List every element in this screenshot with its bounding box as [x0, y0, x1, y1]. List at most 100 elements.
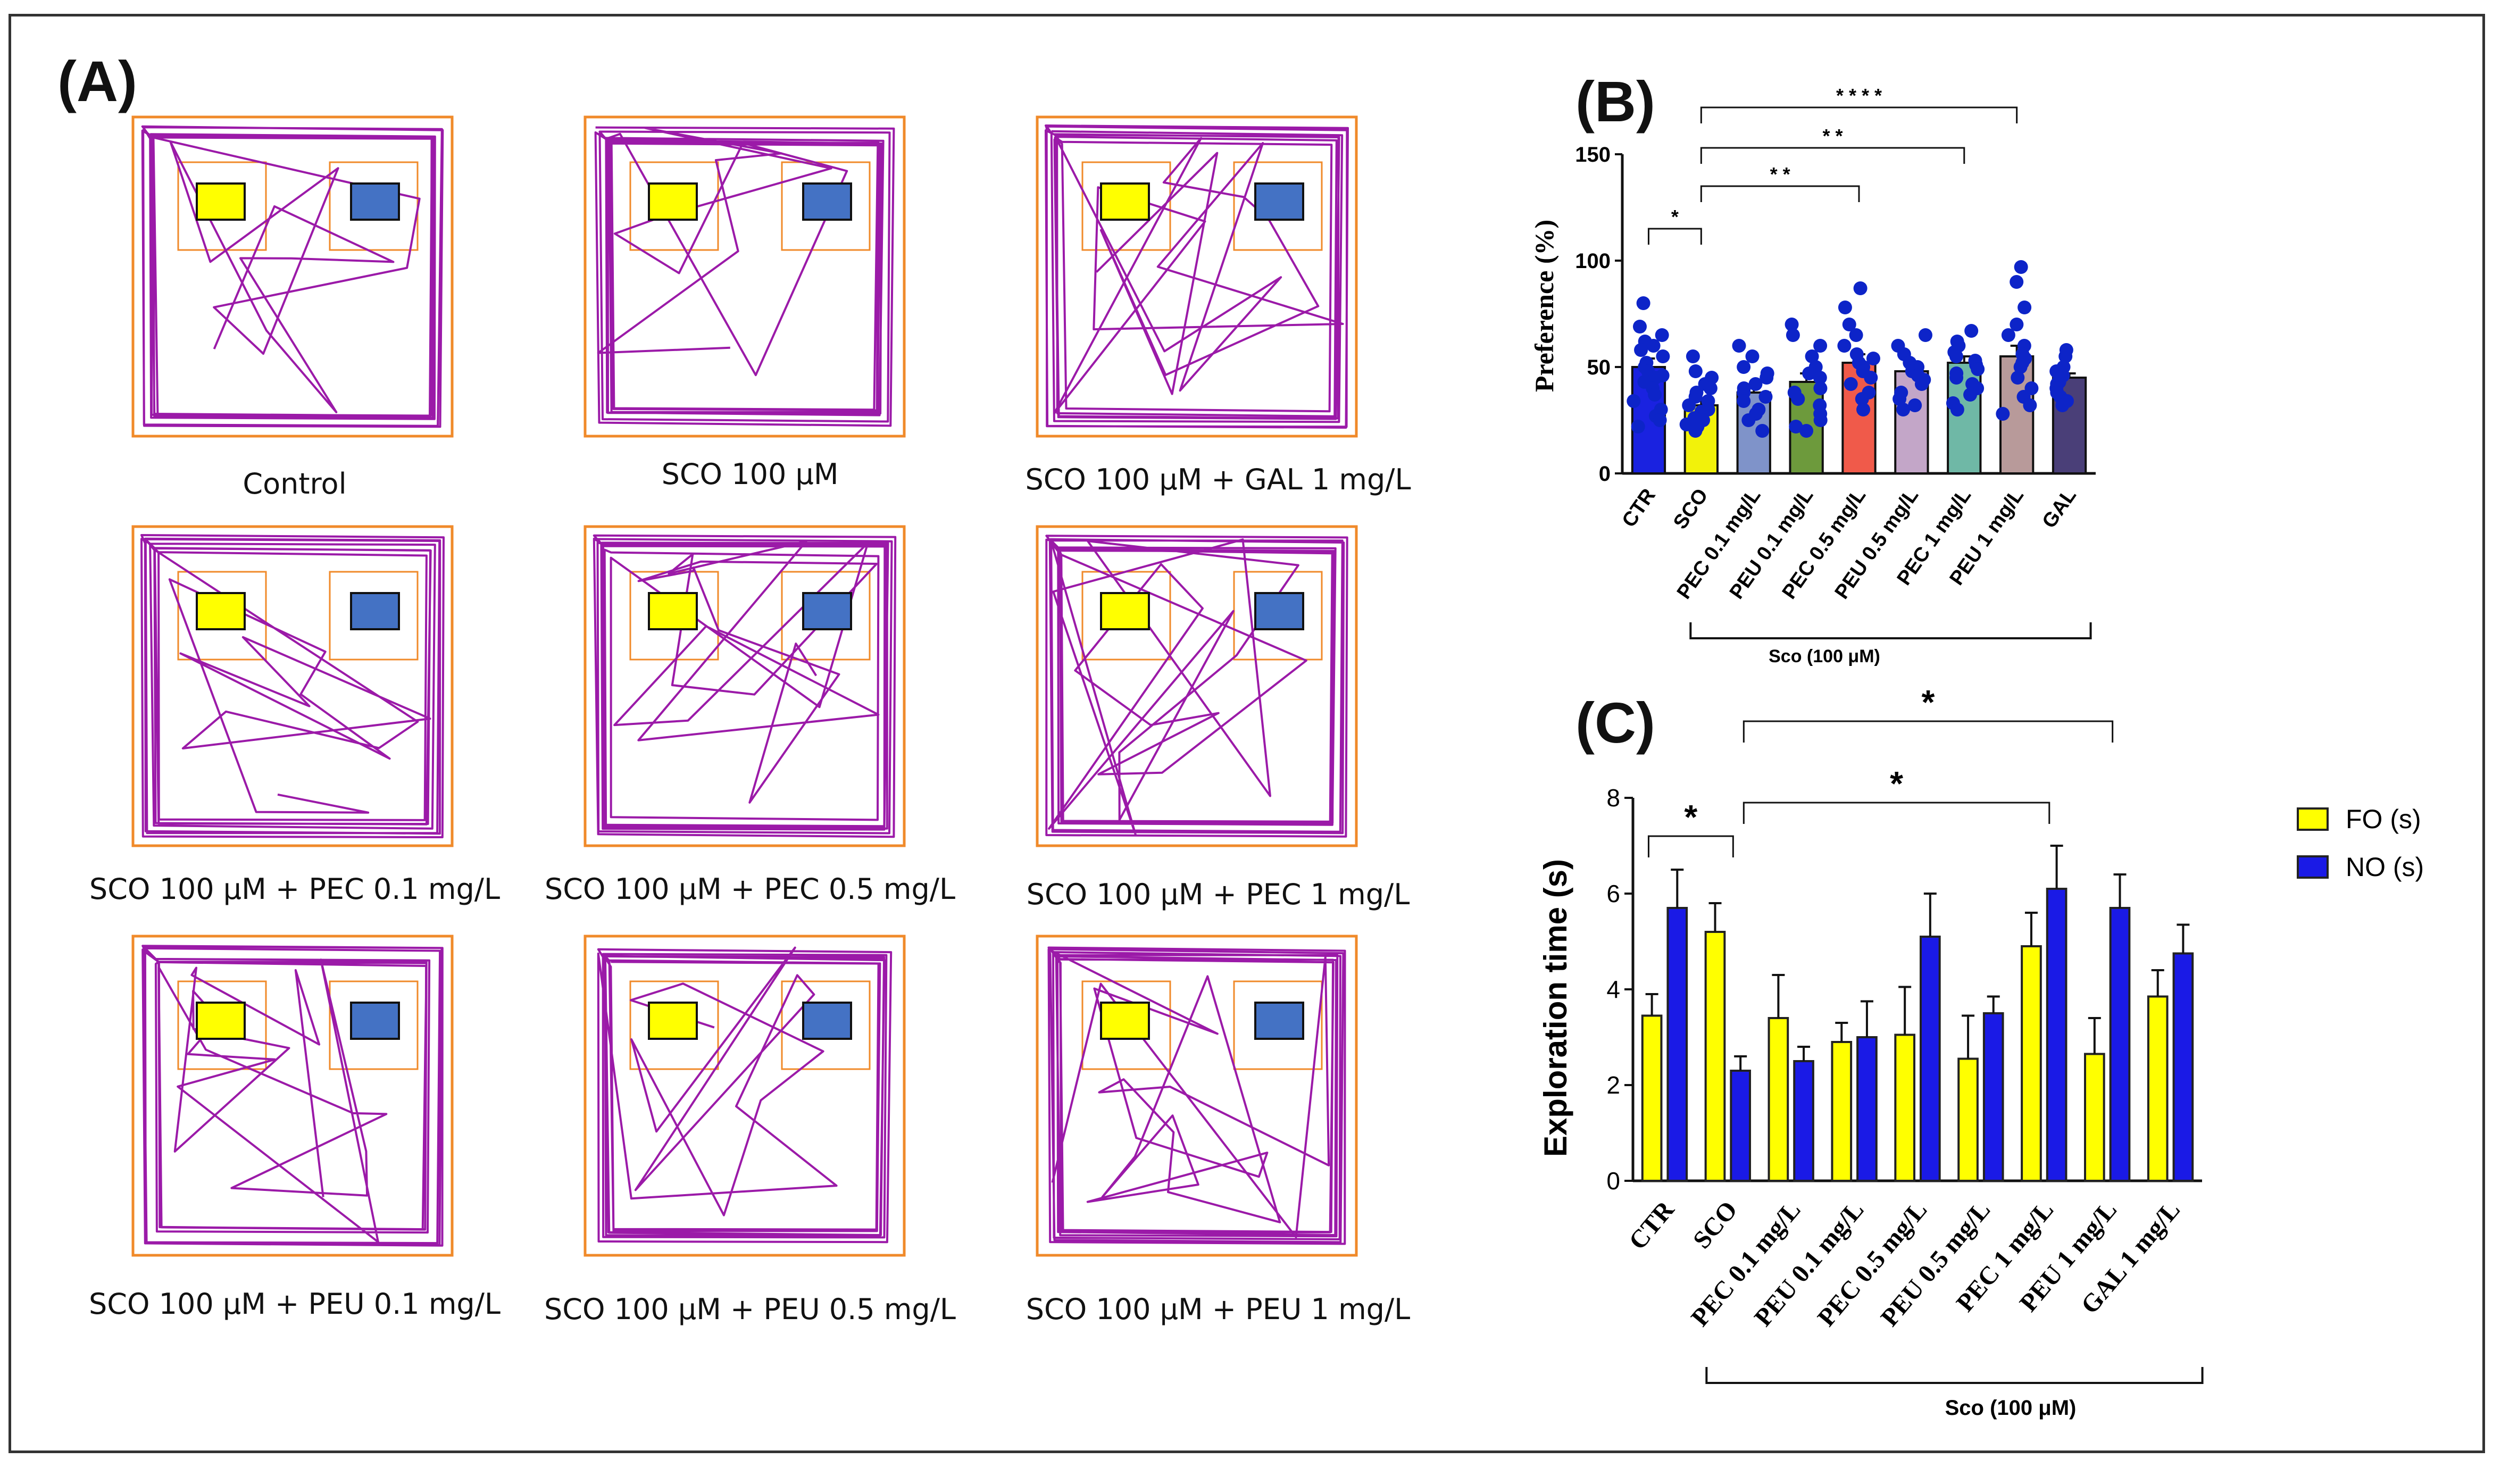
panel-a-label: (A) — [57, 49, 137, 113]
data-point — [2058, 349, 2073, 363]
novel-object — [802, 182, 852, 221]
bar-fo — [1831, 1041, 1853, 1182]
data-point — [1791, 392, 1805, 406]
data-point — [2010, 275, 2024, 289]
novel-zone — [1233, 980, 1323, 1070]
data-point — [1703, 381, 1718, 395]
data-point — [1918, 328, 1932, 342]
data-point — [1636, 296, 1650, 310]
novel-object — [1254, 592, 1304, 630]
y-tick-label: 8 — [1606, 784, 1620, 812]
data-point — [1908, 398, 1922, 412]
arena-border — [583, 935, 906, 1257]
data-point — [1842, 318, 1856, 331]
familiar-object — [648, 1002, 698, 1040]
data-point — [1755, 424, 1770, 438]
data-point — [1799, 424, 1814, 438]
data-point — [2010, 318, 2024, 331]
panel-c-label: (C) — [1575, 690, 1655, 755]
familiar-zone — [1081, 980, 1171, 1070]
data-point — [1648, 388, 1662, 402]
arena-border — [1036, 115, 1358, 438]
bar-fo — [1704, 931, 1726, 1182]
trajectory-path — [594, 126, 895, 427]
familiar-object — [196, 182, 246, 221]
track-panel — [1036, 115, 1358, 438]
data-point — [1758, 390, 1773, 404]
data-point — [1893, 392, 1907, 406]
data-point — [1732, 339, 1746, 353]
novel-object — [350, 1002, 400, 1040]
familiar-object — [1100, 592, 1150, 630]
familiar-object — [648, 182, 698, 221]
legend-no-label: NO (s) — [2346, 852, 2424, 882]
novel-object — [1254, 1002, 1304, 1040]
data-point — [1634, 343, 1648, 357]
significance-bracket — [1743, 720, 2114, 743]
data-point — [1837, 339, 1852, 353]
exploration-time-chart: Exploration time (s) Sco (100 μM) FO (s)… — [1538, 683, 2424, 1420]
data-point — [1785, 318, 1799, 331]
data-point — [1996, 407, 2010, 421]
bar-no — [1730, 1070, 1752, 1182]
data-point — [1963, 388, 1978, 402]
data-point — [1748, 377, 1763, 391]
data-point — [1856, 403, 1871, 416]
data-point — [1737, 394, 1751, 408]
bar-fo — [2147, 995, 2169, 1182]
novel-object — [802, 592, 852, 630]
familiar-zone — [1081, 161, 1171, 251]
track-caption-sco-pec05: SCO 100 μM + PEC 0.5 mg/L — [544, 872, 956, 906]
data-point — [2013, 360, 2028, 374]
familiar-zone — [629, 980, 719, 1070]
arena-border — [131, 115, 454, 438]
exploration-y-label: Exploration time (s) — [1538, 859, 1573, 1157]
data-point — [2001, 328, 2015, 342]
track-caption-sco-peu05: SCO 100 μM + PEU 0.5 mg/L — [544, 1293, 956, 1326]
group-bracket — [1689, 622, 2092, 639]
familiar-zone — [177, 161, 267, 251]
data-point — [1646, 339, 1661, 353]
data-point — [1896, 403, 1911, 416]
data-point — [1813, 371, 1827, 385]
data-point — [1686, 349, 1700, 363]
data-point — [1688, 364, 1703, 378]
data-point — [2023, 398, 2037, 412]
bar-fo — [1957, 1057, 1979, 1182]
familiar-zone — [177, 571, 267, 661]
panel-b-label: (B) — [1575, 69, 1655, 134]
novel-object — [1254, 182, 1304, 221]
novel-object — [802, 1002, 852, 1040]
significance-label: * * — [1770, 163, 1790, 185]
y-tick-label: 50 — [1587, 356, 1611, 379]
novel-zone — [329, 980, 419, 1070]
novel-object — [350, 592, 400, 630]
novel-zone — [781, 571, 871, 661]
track-panel — [131, 115, 454, 438]
y-tick-label: 0 — [1606, 1167, 1620, 1195]
x-tick-label: SCO — [1669, 485, 1713, 533]
data-point — [1789, 420, 1803, 433]
data-point — [1971, 362, 1985, 376]
data-point — [1737, 360, 1751, 374]
arena-border — [583, 525, 906, 847]
data-point — [1648, 371, 1663, 385]
y-tick-label: 100 — [1575, 249, 1611, 273]
bar-fo — [2021, 945, 2042, 1182]
familiar-object — [648, 592, 698, 630]
data-point — [1949, 371, 1964, 385]
novel-zone — [329, 571, 419, 661]
data-point — [2055, 398, 2070, 412]
novel-zone — [781, 161, 871, 251]
bar-no — [1920, 936, 1941, 1182]
arena-border — [131, 935, 454, 1257]
data-point — [2011, 371, 2025, 385]
track-panel — [131, 525, 454, 847]
data-point — [1632, 320, 1647, 334]
data-point — [1849, 328, 1863, 342]
significance-bracket — [1700, 185, 1860, 202]
arena-border — [1036, 935, 1358, 1257]
track-caption-sco-pec1: SCO 100 μM + PEC 1 mg/L — [1026, 878, 1410, 911]
bar-fo — [1894, 1033, 1915, 1182]
data-point — [1964, 324, 1979, 338]
